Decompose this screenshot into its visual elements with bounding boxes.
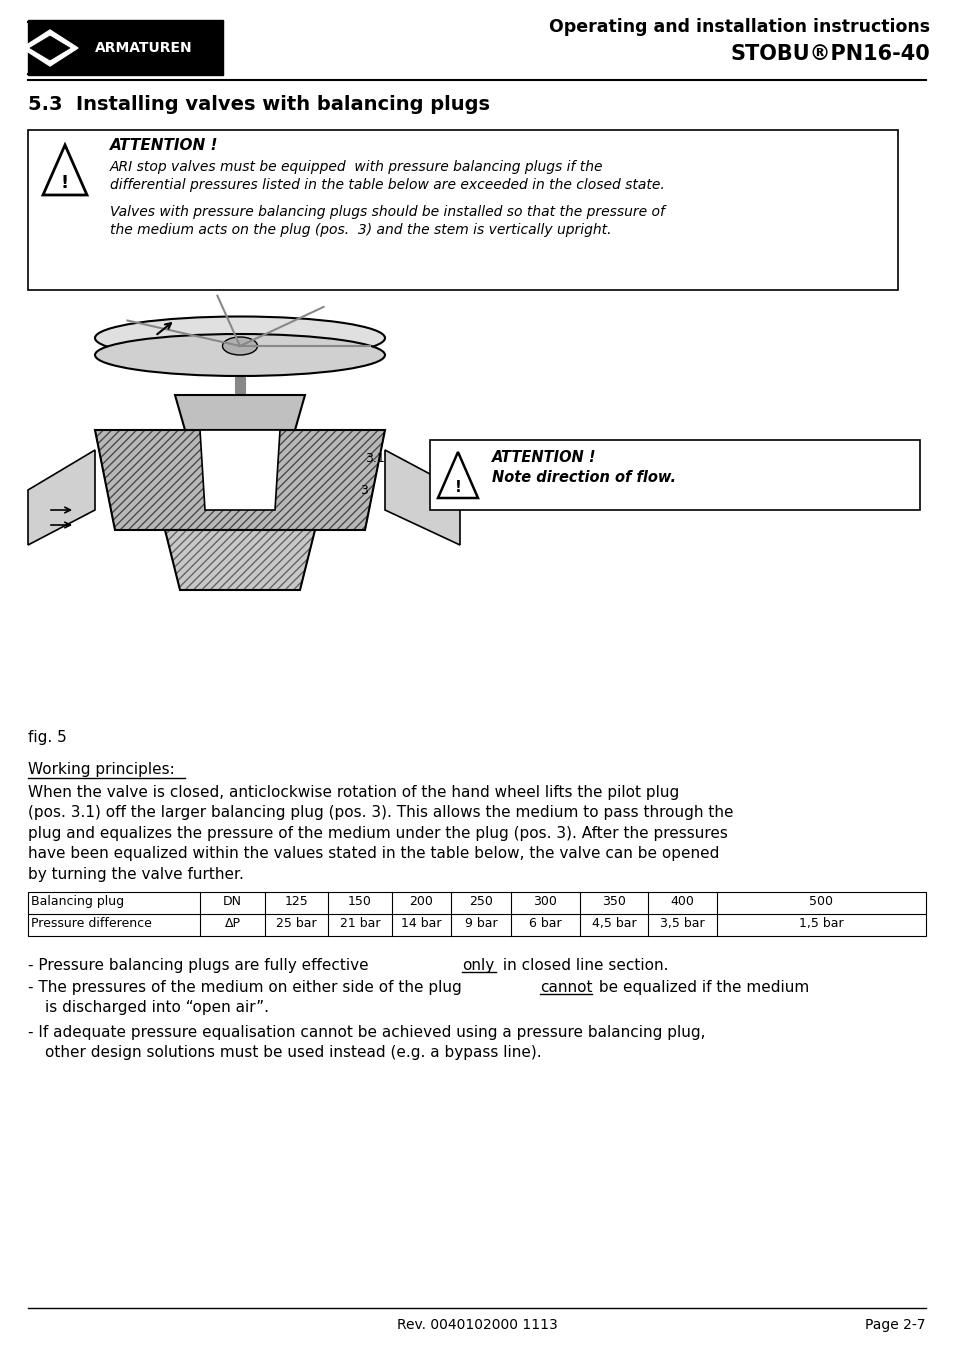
Text: other design solutions must be used instead (e.g. a bypass line).: other design solutions must be used inst… [45, 1045, 541, 1060]
Ellipse shape [95, 333, 385, 377]
Ellipse shape [95, 316, 385, 359]
FancyBboxPatch shape [430, 440, 919, 510]
Text: Note direction of flow.: Note direction of flow. [492, 470, 676, 485]
FancyBboxPatch shape [28, 130, 897, 290]
Text: 4,5 bar: 4,5 bar [591, 917, 636, 930]
Polygon shape [165, 531, 314, 590]
Text: Page 2-7: Page 2-7 [864, 1318, 925, 1332]
Polygon shape [30, 36, 70, 59]
Text: !: ! [61, 174, 69, 192]
Polygon shape [28, 450, 95, 545]
Text: ARI: ARI [41, 43, 59, 53]
Text: 14 bar: 14 bar [401, 917, 441, 930]
Text: ARMATUREN: ARMATUREN [95, 40, 193, 55]
Text: only: only [461, 958, 494, 973]
Text: 9 bar: 9 bar [464, 917, 497, 930]
Text: 300: 300 [533, 895, 557, 909]
Text: 3,5 bar: 3,5 bar [659, 917, 704, 930]
Text: 5.3  Installing valves with balancing plugs: 5.3 Installing valves with balancing plu… [28, 95, 490, 113]
Polygon shape [437, 452, 477, 498]
Text: Operating and installation instructions: Operating and installation instructions [548, 18, 929, 36]
Text: 250: 250 [469, 895, 493, 909]
Polygon shape [43, 144, 87, 194]
Text: 400: 400 [670, 895, 694, 909]
Text: cannot: cannot [539, 980, 592, 995]
Text: ATTENTION !: ATTENTION ! [492, 450, 596, 464]
FancyBboxPatch shape [28, 892, 925, 936]
Text: 350: 350 [601, 895, 625, 909]
Text: ATTENTION !: ATTENTION ! [110, 138, 218, 153]
Text: 1,5 bar: 1,5 bar [799, 917, 842, 930]
Text: 125: 125 [284, 895, 308, 909]
Text: 150: 150 [348, 895, 372, 909]
Text: differential pressures listed in the table below are exceeded in the closed stat: differential pressures listed in the tab… [110, 178, 664, 192]
Text: Working principles:: Working principles: [28, 761, 174, 778]
Polygon shape [200, 431, 280, 510]
Text: Pressure difference: Pressure difference [30, 917, 152, 930]
Text: is discharged into “open air”.: is discharged into “open air”. [45, 1000, 269, 1015]
Text: 6 bar: 6 bar [529, 917, 561, 930]
Text: 21 bar: 21 bar [339, 917, 380, 930]
Text: ARI stop valves must be equipped  with pressure balancing plugs if the: ARI stop valves must be equipped with pr… [110, 161, 603, 174]
Text: 25 bar: 25 bar [276, 917, 316, 930]
Text: - Pressure balancing plugs are fully effective: - Pressure balancing plugs are fully eff… [28, 958, 374, 973]
Polygon shape [22, 30, 78, 66]
Text: Valves with pressure balancing plugs should be installed so that the pressure of: Valves with pressure balancing plugs sho… [110, 205, 664, 219]
Text: STOBU®PN16-40: STOBU®PN16-40 [729, 45, 929, 63]
Text: the medium acts on the plug (pos.  3) and the stem is vertically upright.: the medium acts on the plug (pos. 3) and… [110, 223, 611, 238]
Text: Rev. 0040102000 1113: Rev. 0040102000 1113 [396, 1318, 557, 1332]
Text: 200: 200 [409, 895, 433, 909]
Text: 3.1: 3.1 [365, 451, 384, 464]
Text: - If adequate pressure equalisation cannot be achieved using a pressure balancin: - If adequate pressure equalisation cann… [28, 1025, 705, 1040]
Text: in closed line section.: in closed line section. [497, 958, 668, 973]
Text: 3: 3 [359, 483, 368, 497]
Polygon shape [95, 431, 385, 531]
Text: !: ! [454, 479, 461, 494]
Text: DN: DN [223, 895, 242, 909]
Text: - The pressures of the medium on either side of the plug: - The pressures of the medium on either … [28, 980, 466, 995]
Text: be equalized if the medium: be equalized if the medium [594, 980, 808, 995]
Polygon shape [174, 396, 305, 431]
Polygon shape [385, 450, 459, 545]
FancyBboxPatch shape [28, 20, 223, 76]
Ellipse shape [222, 338, 257, 355]
Text: ΔP: ΔP [224, 917, 240, 930]
Text: Balancing plug: Balancing plug [30, 895, 124, 909]
Text: When the valve is closed, anticlockwise rotation of the hand wheel lifts the pil: When the valve is closed, anticlockwise … [28, 784, 733, 882]
Text: fig. 5: fig. 5 [28, 730, 67, 745]
Text: 500: 500 [809, 895, 833, 909]
